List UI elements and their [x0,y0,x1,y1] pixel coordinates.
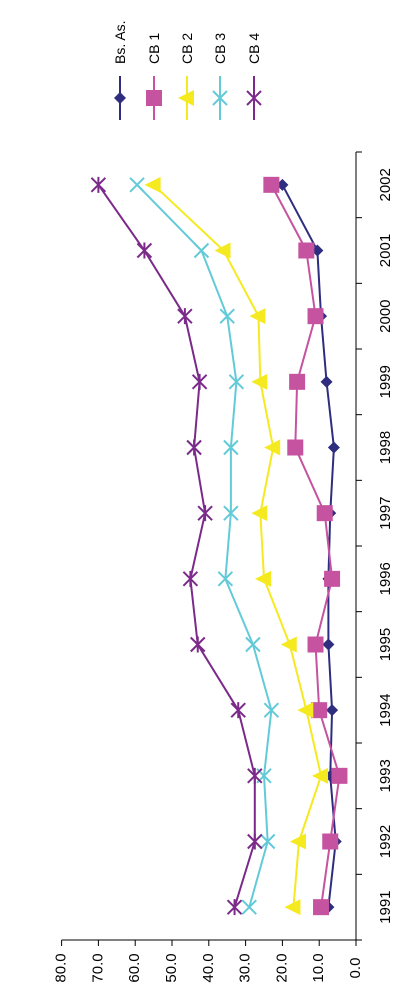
data-point [289,833,306,850]
data-point [289,373,306,390]
data-point [245,636,261,653]
series-line [152,184,323,908]
value-tick-label: 60.0 [126,953,143,982]
data-point [311,244,324,257]
data-point [298,242,315,259]
category-tick-label: 1997 [377,496,394,529]
data-point [144,176,161,193]
data-point [312,767,329,784]
data-point [249,308,266,325]
data-point [177,308,193,325]
data-point [320,375,333,388]
data-point [327,441,340,454]
data-point [228,374,245,390]
category-tick-label: 1994 [377,693,394,726]
data-point [226,899,243,916]
value-tick-label: 0.0 [347,958,364,979]
data-point [191,373,208,390]
value-tick-label: 20.0 [273,953,290,982]
data-point [316,505,333,522]
data-point [136,242,153,259]
value-tick-label: 30.0 [237,953,254,982]
category-tick-label: 1993 [377,759,394,792]
data-point [280,636,297,653]
plot-area: 1991 1992 1993 1994 1995 1996 1997 1998 1999 2000… [53,151,394,983]
data-point [311,702,328,719]
category-tick-label: 2000 [377,299,394,332]
data-point [255,570,271,587]
data-point [322,638,335,651]
data-point [230,702,246,719]
value-tick-label: 50.0 [163,953,180,982]
category-tick-label: 1996 [377,562,394,595]
data-point [326,704,339,717]
data-point [247,767,263,784]
data-point [276,178,289,191]
data-point [251,373,268,390]
data-point [214,242,231,259]
series-line [97,184,256,908]
category-tick-label: 2001 [377,234,394,267]
data-point [223,505,239,521]
series-line [136,184,273,908]
legend-label: CB 1 [146,33,162,64]
data-point [182,570,199,587]
data-point [219,308,235,324]
data-point [259,833,276,850]
data-point [246,90,262,106]
category-tick-label: 1991 [377,890,394,923]
data-point [90,176,107,193]
data-point [223,439,239,456]
data-point [331,767,348,784]
data-point [146,90,162,106]
value-tick-label: 10.0 [310,953,327,982]
data-point [287,439,304,456]
category-tick-label: 1992 [377,825,394,858]
value-tick-label: 70.0 [89,953,106,982]
data-point [193,242,210,259]
data-point [197,505,213,522]
data-point [178,90,194,106]
data-point [263,702,280,718]
series-line [270,184,341,908]
data-point [264,439,281,456]
data-point [297,702,314,719]
data-point [247,833,263,850]
data-point [307,636,324,653]
legend-label: Bs. As. [112,20,128,64]
category-tick-label: 2002 [377,168,394,201]
legend-label: CB 4 [246,33,262,64]
data-point [313,899,330,916]
data-point [307,308,324,325]
data-point [241,899,257,915]
value-tick-label: 80.0 [53,953,70,982]
data-point [263,176,280,193]
category-tick-label: 1998 [377,431,394,464]
data-point [190,636,206,653]
data-point [322,833,339,850]
data-point [251,505,268,522]
value-tick-label: 40.0 [200,953,217,982]
legend-label: CB 2 [179,33,195,64]
legend: Bs. As. CB 1 CB 2 CB 3 CB 4 [112,20,262,120]
legend-label: CB 3 [212,33,228,64]
category-tick-label: 1999 [377,365,394,398]
data-point [284,899,301,916]
data-point [129,177,145,193]
data-point [212,90,228,106]
data-point [114,92,126,104]
data-point [186,439,202,456]
category-tick-label: 1995 [377,628,394,661]
data-point [217,571,234,587]
data-point [324,570,341,587]
